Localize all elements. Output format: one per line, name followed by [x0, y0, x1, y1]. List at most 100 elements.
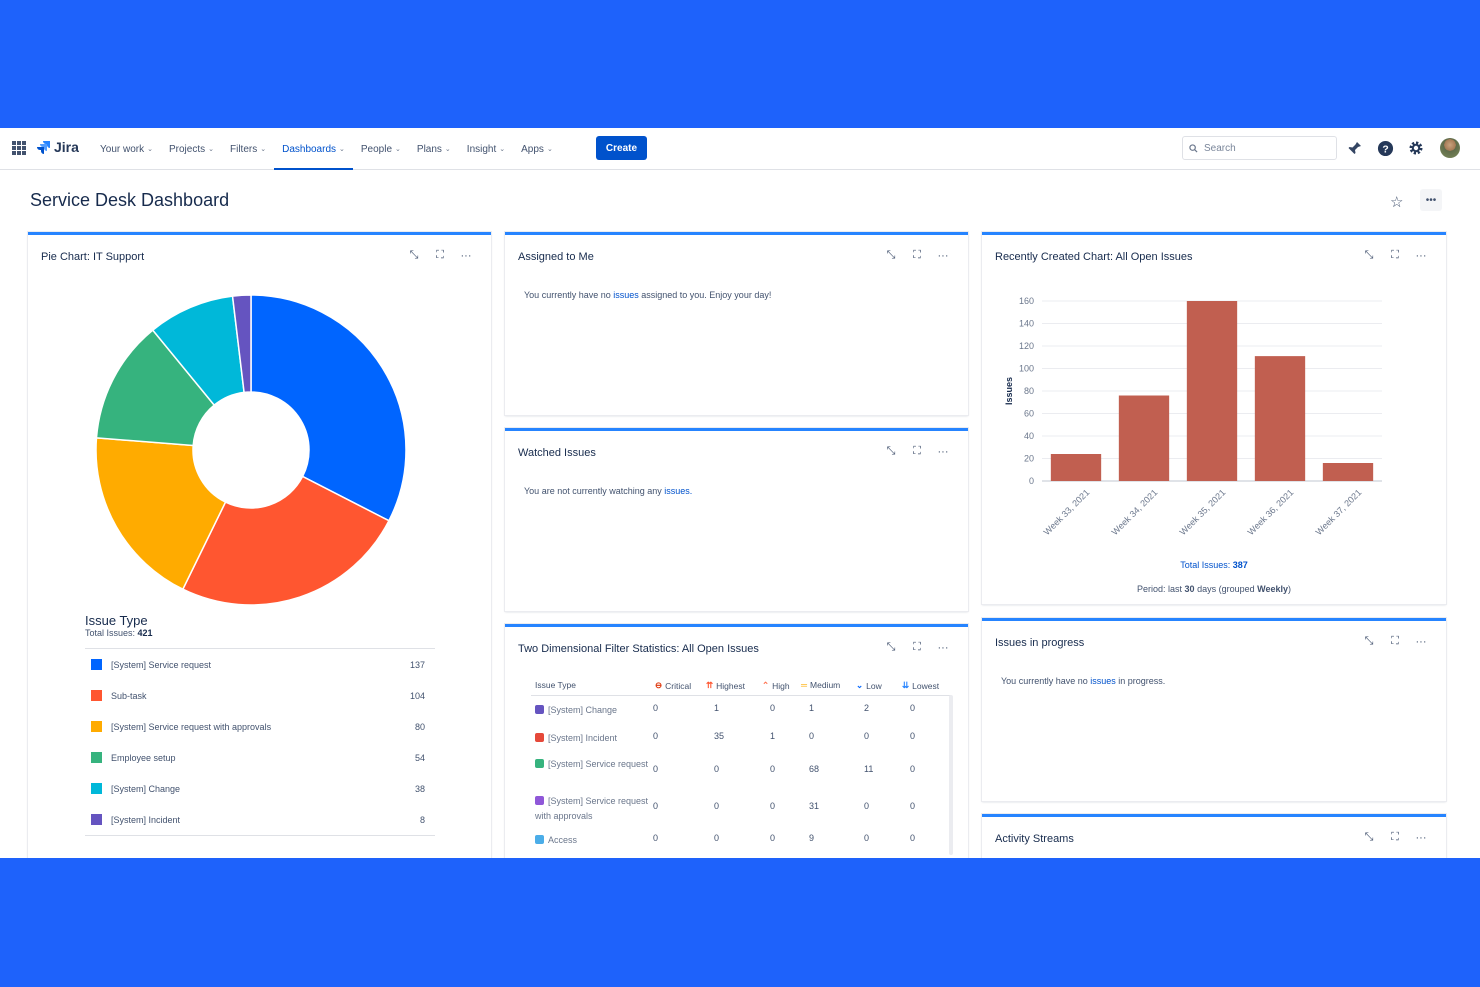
pie-slice[interactable]: [95, 329, 216, 447]
table-cell[interactable]: 0: [910, 801, 916, 811]
create-button[interactable]: Create: [596, 136, 647, 160]
minimize-icon[interactable]: ⤡: [886, 445, 896, 457]
table-cell[interactable]: 0: [653, 801, 659, 811]
more-icon[interactable]: ···: [1415, 635, 1427, 648]
col-header-priority[interactable]: ⊖ Critical: [655, 680, 692, 691]
table-cell[interactable]: 35: [714, 731, 725, 741]
help-icon[interactable]: ?: [1376, 139, 1394, 157]
legend-row[interactable]: [System] Service request with approvals 8…: [85, 711, 435, 742]
fullscreen-icon[interactable]: ⛶: [1391, 831, 1399, 843]
table-scrollbar[interactable]: [949, 695, 953, 855]
legend-row[interactable]: [System] Change 38: [85, 773, 435, 804]
issues-link[interactable]: issues: [1090, 676, 1116, 686]
table-cell[interactable]: 0: [714, 833, 720, 843]
table-cell[interactable]: 0: [770, 801, 776, 811]
nav-item-apps[interactable]: Apps ⌄: [513, 128, 561, 170]
table-cell[interactable]: 0: [864, 731, 870, 741]
legend-row[interactable]: Sub-task 104: [85, 680, 435, 711]
avatar[interactable]: [1440, 138, 1460, 158]
table-cell[interactable]: 0: [653, 764, 659, 774]
minimize-icon[interactable]: ⤡: [886, 641, 896, 653]
table-cell[interactable]: 11: [864, 764, 874, 774]
col-header-priority[interactable]: ⌃ High: [762, 680, 790, 691]
more-icon[interactable]: ···: [1415, 831, 1427, 844]
table-cell[interactable]: 1: [714, 703, 720, 713]
legend-row[interactable]: [System] Service request 137: [85, 649, 435, 680]
bar[interactable]: [1186, 301, 1238, 481]
minimize-icon[interactable]: ⤡: [1364, 249, 1374, 261]
more-icon[interactable]: ···: [1415, 249, 1427, 262]
more-actions-button[interactable]: •••: [1420, 189, 1442, 211]
settings-icon[interactable]: [1407, 139, 1425, 157]
table-cell[interactable]: 0: [910, 703, 916, 713]
more-icon[interactable]: ···: [937, 445, 949, 458]
table-cell[interactable]: 0: [770, 703, 776, 713]
table-cell[interactable]: 31: [809, 801, 820, 811]
legend-row[interactable]: [System] Incident 8: [85, 804, 435, 835]
jira-logo[interactable]: Jira: [36, 139, 79, 155]
star-icon[interactable]: ☆: [1390, 194, 1404, 211]
nav-item-dashboards[interactable]: Dashboards ⌄: [274, 128, 353, 170]
fullscreen-icon[interactable]: ⛶: [913, 641, 921, 653]
col-header-priority[interactable]: ⇈ Highest: [706, 680, 745, 691]
nav-item-projects[interactable]: Projects ⌄: [161, 128, 222, 170]
minimize-icon[interactable]: ⤡: [409, 249, 419, 261]
issues-link[interactable]: issues: [613, 290, 639, 300]
more-icon[interactable]: ···: [460, 249, 472, 262]
nav-item-insight[interactable]: Insight ⌄: [459, 128, 513, 170]
table-cell[interactable]: 0: [770, 833, 776, 843]
app-switcher-icon[interactable]: [12, 141, 26, 155]
fullscreen-icon[interactable]: ⛶: [913, 249, 921, 261]
table-cell[interactable]: 0: [714, 764, 720, 774]
fullscreen-icon[interactable]: ⛶: [913, 445, 921, 457]
table-cell[interactable]: 0: [864, 801, 870, 811]
bar[interactable]: [1322, 463, 1374, 481]
notifications-icon[interactable]: [1346, 139, 1364, 157]
table-cell[interactable]: 0: [864, 833, 870, 843]
table-cell[interactable]: 0: [653, 703, 659, 713]
fullscreen-icon[interactable]: ⛶: [1391, 249, 1399, 261]
pie-slice[interactable]: [250, 294, 407, 522]
col-header-priority[interactable]: ═ Medium: [801, 680, 841, 690]
bar[interactable]: [1118, 395, 1170, 482]
table-cell[interactable]: 0: [653, 833, 659, 843]
nav-item-your-work[interactable]: Your work ⌄: [92, 128, 161, 170]
issues-link[interactable]: issues.: [664, 486, 693, 496]
table-cell[interactable]: 0: [714, 801, 720, 811]
table-cell[interactable]: 2: [864, 703, 870, 713]
table-cell[interactable]: 0: [770, 764, 776, 774]
table-row[interactable]: [System] Change: [535, 703, 653, 718]
fullscreen-icon[interactable]: ⛶: [436, 249, 444, 261]
table-cell[interactable]: 68: [809, 764, 820, 774]
minimize-icon[interactable]: ⤡: [1364, 831, 1374, 843]
table-cell[interactable]: 0: [809, 731, 815, 741]
minimize-icon[interactable]: ⤡: [1364, 635, 1374, 647]
table-row[interactable]: Access: [535, 833, 653, 848]
table-cell[interactable]: 1: [809, 703, 815, 713]
fullscreen-icon[interactable]: ⛶: [1391, 635, 1399, 647]
table-cell[interactable]: 0: [910, 731, 916, 741]
col-header-priority[interactable]: ⌄ Low: [856, 680, 882, 691]
table-row[interactable]: [System] Service request with approvals: [535, 794, 653, 824]
pie-slice[interactable]: [95, 437, 227, 591]
pie-slice[interactable]: [181, 475, 390, 606]
more-icon[interactable]: ···: [937, 249, 949, 262]
minimize-icon[interactable]: ⤡: [886, 249, 896, 261]
nav-item-filters[interactable]: Filters ⌄: [222, 128, 274, 170]
more-icon[interactable]: ···: [937, 641, 949, 654]
table-cell[interactable]: 1: [770, 731, 776, 741]
table-row[interactable]: [System] Service request: [535, 757, 653, 772]
nav-item-plans[interactable]: Plans ⌄: [409, 128, 459, 170]
pie-slice[interactable]: [231, 294, 252, 394]
table-cell[interactable]: 0: [653, 731, 659, 741]
legend-row[interactable]: Employee setup 54: [85, 742, 435, 773]
bar[interactable]: [1050, 454, 1102, 481]
table-row[interactable]: [System] Incident: [535, 731, 653, 746]
search-input[interactable]: Search: [1182, 136, 1337, 160]
nav-item-people[interactable]: People ⌄: [353, 128, 409, 170]
col-header-priority[interactable]: ⇊ Lowest: [902, 680, 940, 691]
table-cell[interactable]: 0: [910, 833, 916, 843]
col-header-issue-type[interactable]: Issue Type: [535, 680, 576, 690]
table-cell[interactable]: 0: [910, 764, 916, 774]
table-cell[interactable]: 9: [809, 833, 815, 843]
